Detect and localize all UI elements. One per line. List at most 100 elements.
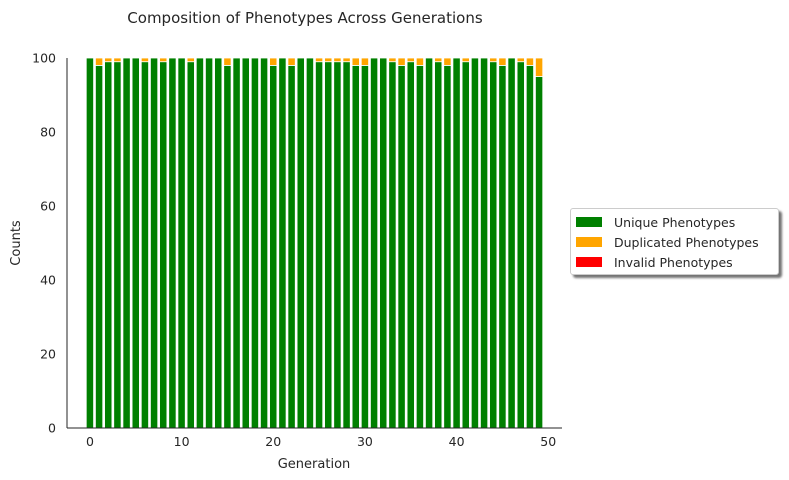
legend-label-invalid: Invalid Phenotypes <box>614 254 733 270</box>
bar-duplicated-gen-26 <box>324 57 333 63</box>
legend-item-invalid: Invalid Phenotypes <box>576 254 733 270</box>
y-axis-label: Counts <box>9 220 24 266</box>
bar-unique-gen-19 <box>260 57 269 429</box>
bar-unique-gen-10 <box>177 57 186 429</box>
bar-unique-gen-32 <box>379 57 388 429</box>
legend-label-duplicated: Duplicated Phenotypes <box>614 234 759 250</box>
bar-duplicated-gen-22 <box>287 57 296 66</box>
legend-swatch-invalid <box>576 257 602 267</box>
bar-unique-gen-33 <box>388 61 397 429</box>
bar-unique-gen-44 <box>489 61 498 429</box>
bar-duplicated-gen-28 <box>342 57 351 63</box>
bar-unique-gen-45 <box>498 65 507 429</box>
legend-swatch-unique <box>576 217 602 227</box>
bar-unique-gen-11 <box>186 61 195 429</box>
bar-unique-gen-20 <box>269 65 278 429</box>
bar-duplicated-gen-6 <box>140 57 149 63</box>
legend-label-unique: Unique Phenotypes <box>614 214 736 230</box>
legend-item-unique: Unique Phenotypes <box>576 214 736 230</box>
bar-duplicated-gen-3 <box>113 57 122 63</box>
bar-unique-gen-34 <box>397 65 406 429</box>
bar-unique-gen-14 <box>214 57 223 429</box>
x-tick-label: 0 <box>86 434 94 449</box>
bar-unique-gen-23 <box>296 57 305 429</box>
x-tick-label: 30 <box>357 434 373 449</box>
bar-duplicated-gen-49 <box>535 57 544 77</box>
bar-unique-gen-21 <box>278 57 287 429</box>
bar-unique-gen-17 <box>241 57 250 429</box>
bar-unique-gen-24 <box>305 57 314 429</box>
bar-duplicated-gen-35 <box>406 57 415 63</box>
bar-unique-gen-31 <box>370 57 379 429</box>
bar-unique-gen-49 <box>535 76 544 429</box>
plot-area <box>85 57 544 429</box>
y-tick-label: 80 <box>40 125 56 140</box>
bar-unique-gen-5 <box>131 57 140 429</box>
bar-duplicated-gen-44 <box>489 57 498 63</box>
bar-duplicated-gen-27 <box>333 57 342 63</box>
bar-unique-gen-12 <box>195 57 204 429</box>
bar-unique-gen-18 <box>250 57 259 429</box>
legend-item-duplicated: Duplicated Phenotypes <box>576 234 759 250</box>
bar-duplicated-gen-34 <box>397 57 406 66</box>
y-tick-label: 40 <box>40 273 56 288</box>
bar-duplicated-gen-41 <box>461 57 470 63</box>
y-tick-label: 20 <box>40 347 56 362</box>
legend-swatch-duplicated <box>576 237 602 247</box>
bar-duplicated-gen-8 <box>159 57 168 63</box>
bar-unique-gen-37 <box>425 57 434 429</box>
bar-duplicated-gen-39 <box>443 57 452 66</box>
bar-duplicated-gen-45 <box>498 57 507 66</box>
bar-unique-gen-41 <box>461 61 470 429</box>
bar-duplicated-gen-33 <box>388 57 397 63</box>
bar-unique-gen-42 <box>470 57 479 429</box>
bar-unique-gen-30 <box>360 65 369 429</box>
bar-unique-gen-29 <box>351 65 360 429</box>
bar-unique-gen-16 <box>232 57 241 429</box>
bar-duplicated-gen-36 <box>415 57 424 66</box>
bar-unique-gen-25 <box>315 61 324 429</box>
bar-unique-gen-43 <box>480 57 489 429</box>
bar-duplicated-gen-38 <box>434 57 443 63</box>
bar-duplicated-gen-47 <box>516 57 525 63</box>
x-axis-label: Generation <box>278 457 351 472</box>
bar-unique-gen-4 <box>122 57 131 429</box>
bar-unique-gen-39 <box>443 65 452 429</box>
x-tick-label: 10 <box>174 434 190 449</box>
bar-unique-gen-26 <box>324 61 333 429</box>
y-tick-label: 60 <box>40 199 56 214</box>
y-tick-label: 100 <box>32 51 56 66</box>
bar-unique-gen-47 <box>516 61 525 429</box>
bar-unique-gen-7 <box>150 57 159 429</box>
bar-unique-gen-48 <box>525 65 534 429</box>
bar-duplicated-gen-29 <box>351 57 360 66</box>
bar-unique-gen-6 <box>140 61 149 429</box>
x-tick-label: 40 <box>449 434 465 449</box>
bar-duplicated-gen-15 <box>223 57 232 66</box>
bar-unique-gen-22 <box>287 65 296 429</box>
bar-duplicated-gen-20 <box>269 57 278 66</box>
bar-duplicated-gen-25 <box>315 57 324 63</box>
bar-duplicated-gen-1 <box>95 57 104 66</box>
bar-unique-gen-2 <box>104 61 113 429</box>
bar-unique-gen-1 <box>95 65 104 429</box>
bar-unique-gen-0 <box>85 57 94 429</box>
bar-unique-gen-27 <box>333 61 342 429</box>
bar-duplicated-gen-30 <box>360 57 369 66</box>
bar-unique-gen-28 <box>342 61 351 429</box>
legend: Unique Phenotypes Duplicated Phenotypes … <box>570 208 779 275</box>
bar-unique-gen-13 <box>205 57 214 429</box>
bar-duplicated-gen-11 <box>186 57 195 63</box>
bar-duplicated-gen-48 <box>525 57 534 66</box>
x-tick-label: 50 <box>540 434 556 449</box>
bar-duplicated-gen-2 <box>104 57 113 63</box>
bar-unique-gen-8 <box>159 61 168 429</box>
bar-unique-gen-35 <box>406 61 415 429</box>
bar-unique-gen-40 <box>452 57 461 429</box>
bar-unique-gen-3 <box>113 61 122 429</box>
bar-unique-gen-36 <box>415 65 424 429</box>
bar-unique-gen-38 <box>434 61 443 429</box>
bar-unique-gen-15 <box>223 65 232 429</box>
x-tick-label: 20 <box>265 434 281 449</box>
